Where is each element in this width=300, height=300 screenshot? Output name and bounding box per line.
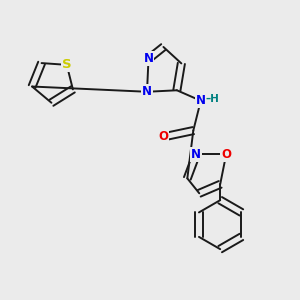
Text: N: N — [196, 94, 206, 107]
Text: –H: –H — [205, 94, 219, 104]
Text: N: N — [143, 52, 154, 65]
Text: O: O — [158, 130, 168, 143]
Text: N: N — [142, 85, 152, 98]
Text: O: O — [221, 148, 231, 161]
Text: S: S — [62, 58, 72, 71]
Text: N: N — [191, 148, 201, 161]
